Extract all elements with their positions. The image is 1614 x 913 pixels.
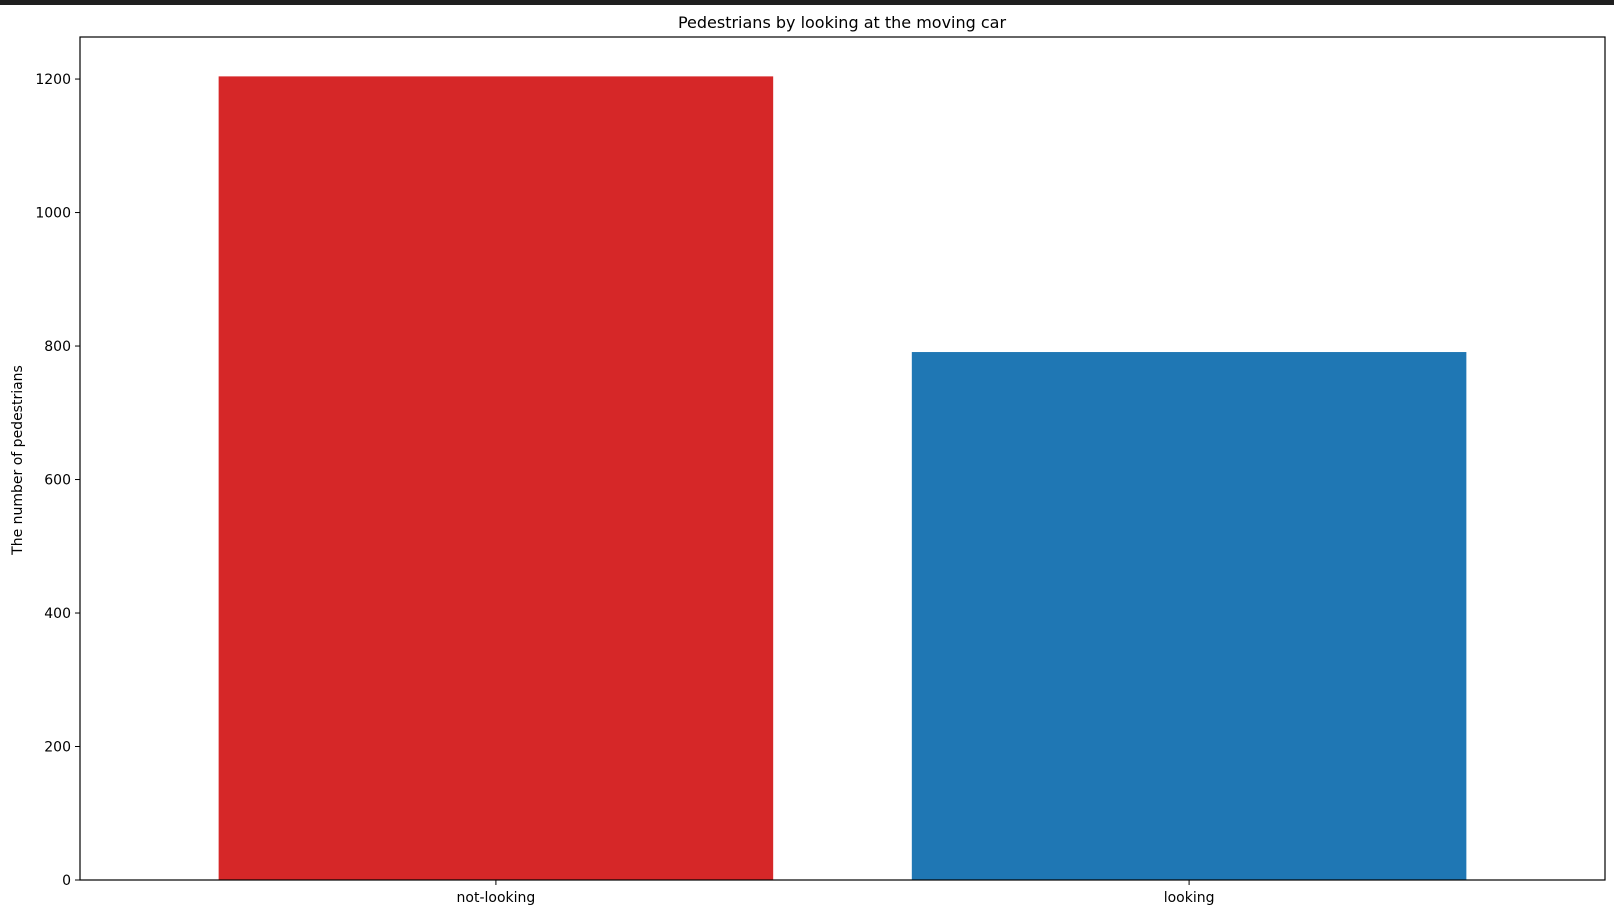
y-tick-label: 0 bbox=[62, 873, 71, 889]
x-tick-label: looking bbox=[1164, 890, 1215, 906]
bars-group bbox=[218, 76, 1467, 880]
x-tick-label: not-looking bbox=[457, 890, 536, 906]
bar-looking bbox=[911, 352, 1467, 880]
y-tick-label: 600 bbox=[44, 473, 71, 489]
bar-not-looking bbox=[218, 76, 774, 880]
y-tick-label: 800 bbox=[44, 339, 71, 355]
plot-frame bbox=[79, 36, 1606, 881]
y-axis-label: The number of pedestrians bbox=[10, 365, 26, 556]
y-tick-label: 1000 bbox=[35, 206, 71, 222]
x-axis-ticks: not-looking looking bbox=[457, 880, 1215, 906]
y-tick-label: 1200 bbox=[35, 72, 71, 88]
y-tick-label: 200 bbox=[44, 740, 71, 756]
y-tick-label: 400 bbox=[44, 606, 71, 622]
window-top-strip bbox=[0, 0, 1614, 5]
y-axis-ticks: 0 200 400 600 800 1000 1200 bbox=[35, 72, 80, 889]
chart-title: Pedestrians by looking at the moving car bbox=[678, 13, 1007, 32]
